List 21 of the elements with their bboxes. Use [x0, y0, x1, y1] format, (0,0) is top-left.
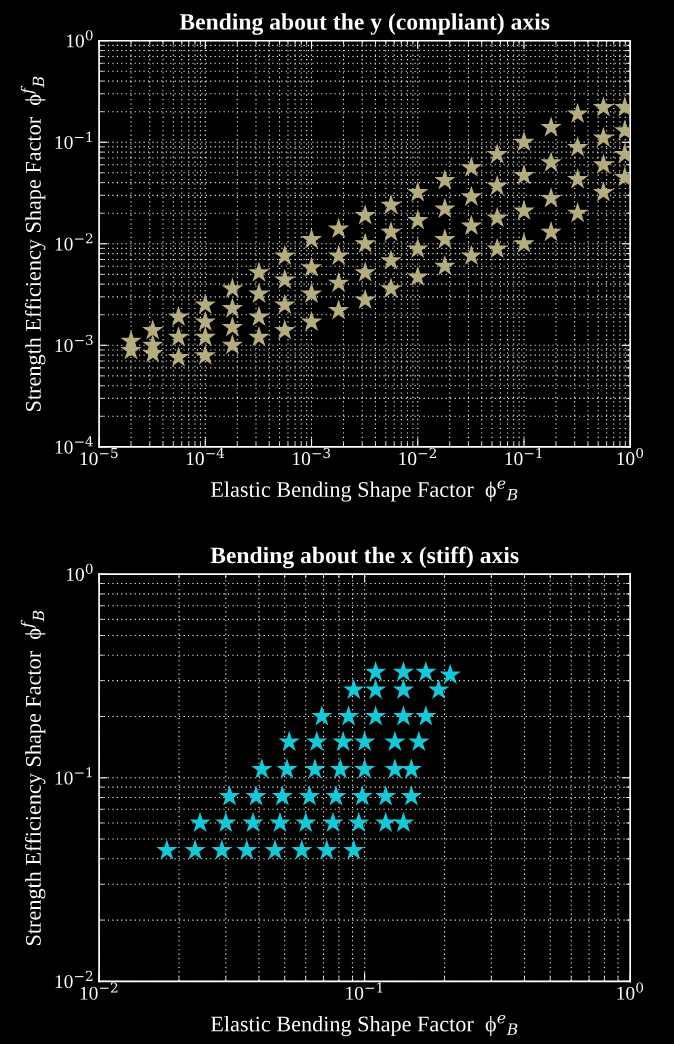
x-tick-label: 10$^{0}$	[617, 982, 644, 1000]
x-tick-label: 10$^{−1}$	[346, 982, 383, 1000]
y-tick-label: 10$^{0}$	[66, 563, 93, 581]
x-tick-label: 10$^{0}$	[617, 447, 644, 466]
x-tick-label: 10$^{−1}$	[505, 447, 542, 466]
y-tick-label: 10$^{0}$	[66, 30, 93, 48]
y-tick-label: 10$^{−1}$	[55, 131, 92, 150]
chart-title: Bending about the x (stiff) axis	[210, 546, 519, 569]
x-tick-label: 10$^{−2}$	[399, 447, 436, 466]
x-tick-label: 10$^{−5}$	[80, 448, 118, 466]
y-axis-title: Strength Efficiency Shape Factor ϕ$^{f}$$_{B}$	[20, 610, 46, 945]
x-tick-label: 10$^{−4}$	[186, 447, 225, 466]
x-axis-title: Elastic Bending Shape Factor ϕ$^{e}$$_{B}$	[210, 1014, 518, 1037]
y-tick-label: 10$^{−2}$	[55, 233, 93, 251]
x-axis-title: Elastic Bending Shape Factor ϕ$^{e}$$_{B}$	[210, 480, 518, 502]
x-tick-label: 10$^{−2}$	[80, 982, 118, 1000]
y-tick-label: 10$^{−3}$	[55, 334, 93, 353]
x-tick-label: 10$^{−3}$	[293, 447, 331, 466]
chart-title: Bending about the y (compliant) axis	[179, 13, 550, 35]
y-tick-label: 10$^{−1}$	[55, 767, 92, 785]
y-axis-title: Strength Efficiency Shape Factor ϕ$^{f}$$_{B}$	[20, 76, 46, 411]
